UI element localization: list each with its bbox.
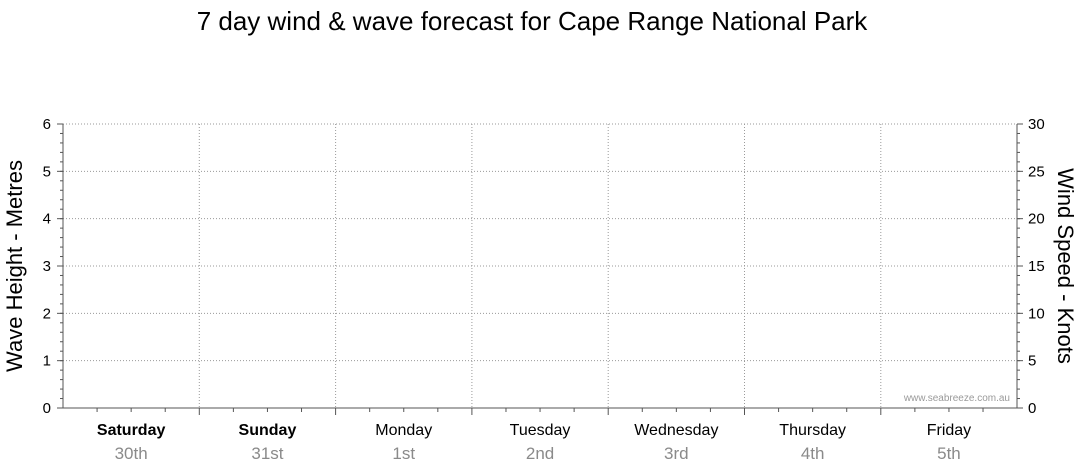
right-tick-label: 15 bbox=[1028, 258, 1045, 275]
left-tick-label: 3 bbox=[43, 258, 51, 275]
axes bbox=[62, 124, 1018, 415]
left-tick-label: 6 bbox=[43, 116, 51, 133]
left-axis-title: Wave Height - Metres bbox=[2, 160, 27, 372]
day-name-label: Thursday bbox=[779, 422, 846, 439]
left-tick-label: 5 bbox=[43, 163, 51, 180]
day-name-label: Sunday bbox=[239, 422, 297, 439]
right-tick-label: 25 bbox=[1028, 163, 1045, 180]
left-axis-ticks: 0 1 2 3 4 5 6 bbox=[43, 116, 63, 417]
right-tick-label: 30 bbox=[1028, 116, 1045, 133]
day-date-label: 3rd bbox=[664, 444, 689, 463]
day-name-label: Friday bbox=[927, 422, 971, 439]
left-tick-label: 1 bbox=[43, 353, 51, 370]
day-name-label: Wednesday bbox=[634, 422, 718, 439]
day-name-label: Tuesday bbox=[510, 422, 571, 439]
day-name-label: Saturday bbox=[97, 422, 166, 439]
day-date-label: 2nd bbox=[526, 444, 554, 463]
right-tick-label: 5 bbox=[1028, 353, 1036, 370]
left-tick-label: 0 bbox=[43, 400, 51, 417]
day-date-label: 4th bbox=[801, 444, 825, 463]
day-name-label: Monday bbox=[375, 422, 432, 439]
day-date-label: 5th bbox=[937, 444, 961, 463]
right-axis-title: Wind Speed - Knots bbox=[1053, 168, 1078, 364]
left-tick-label: 2 bbox=[43, 305, 51, 322]
day-labels: Saturday 30th Sunday 31st Monday 1st Tuesday 2n… bbox=[97, 422, 971, 463]
day-date-label: 31st bbox=[251, 444, 283, 463]
left-tick-label: 4 bbox=[43, 211, 51, 228]
day-date-label: 30th bbox=[115, 444, 148, 463]
right-tick-label: 10 bbox=[1028, 305, 1045, 322]
grid-lines bbox=[63, 123, 1017, 408]
chart-title: 7 day wind & wave forecast for Cape Rang… bbox=[197, 6, 869, 36]
right-tick-label: 20 bbox=[1028, 211, 1045, 228]
day-date-label: 1st bbox=[392, 444, 415, 463]
right-tick-label: 0 bbox=[1028, 400, 1036, 417]
watermark-text: www.seabreeze.com.au bbox=[903, 393, 1010, 404]
right-axis-ticks: 0 5 10 15 20 25 30 bbox=[1017, 116, 1045, 417]
